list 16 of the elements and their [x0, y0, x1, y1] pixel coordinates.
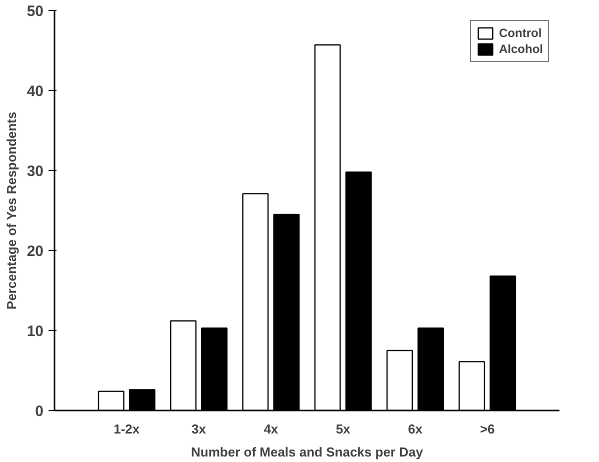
y-tick-label: 10 [26, 323, 44, 340]
x-axis-title: Number of Meals and Snacks per Day [191, 444, 424, 460]
x-tick-label: 1-2x [114, 422, 140, 436]
y-tick-label: 50 [26, 3, 44, 20]
y-axis-title: Percentage of Yes Respondents [4, 112, 19, 310]
legend-label: Control [499, 26, 542, 40]
x-tick-label: 3x [192, 422, 207, 436]
y-tick-label: 0 [35, 403, 44, 420]
x-tick-label: 5x [336, 422, 352, 436]
y-tick-label: 20 [26, 243, 44, 260]
y-tick-label: 30 [26, 163, 44, 180]
legend-label: Alcohol [499, 42, 543, 56]
x-tick-label: >6 [480, 422, 495, 436]
x-tick-label: 6x [408, 422, 424, 436]
y-tick-label: 40 [26, 83, 44, 100]
x-tick-label: 4x [264, 422, 279, 436]
